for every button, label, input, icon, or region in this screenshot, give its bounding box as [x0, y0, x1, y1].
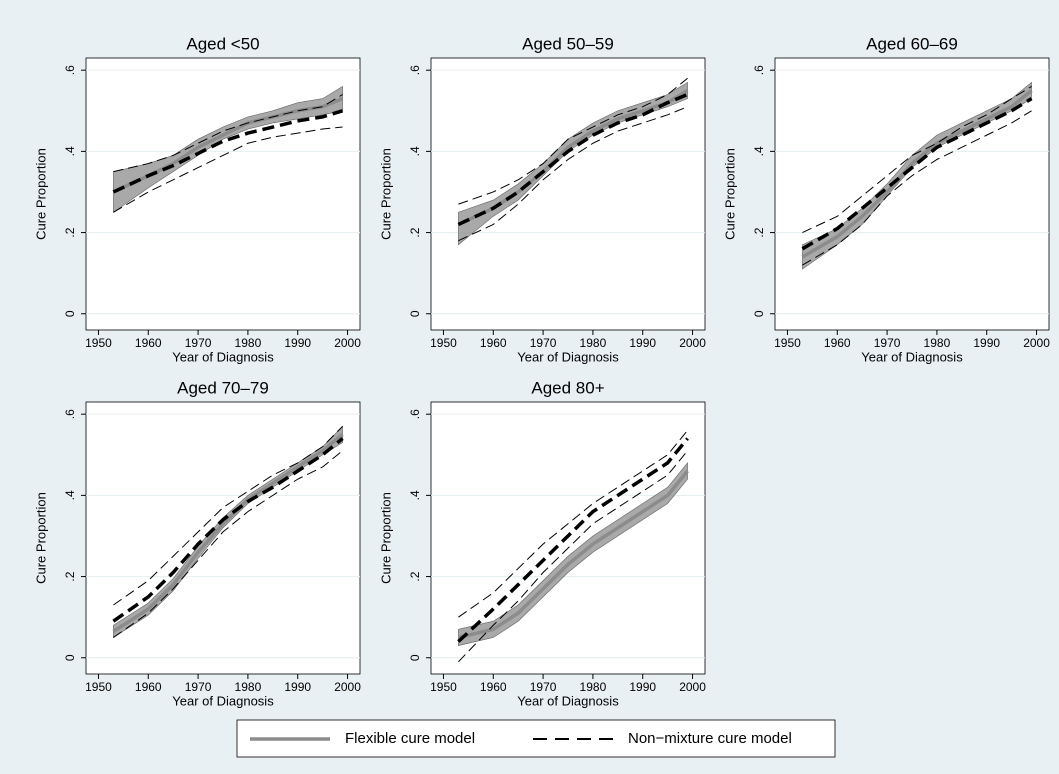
x-tick-label: 1950: [85, 680, 112, 694]
x-tick-label: 2000: [334, 680, 361, 694]
x-tick-label: 1970: [874, 336, 901, 350]
panel-title: Aged 70–79: [177, 378, 269, 397]
y-tick-label: 0: [63, 654, 77, 661]
y-tick-label: .6: [408, 65, 422, 75]
x-axis-label: Year of Diagnosis: [517, 349, 619, 364]
line: [801, 97, 1033, 251]
y-tick-label: .6: [408, 409, 422, 419]
x-tick-label: 1970: [185, 336, 212, 350]
y-tick-label: 0: [408, 310, 422, 317]
line: [457, 88, 689, 227]
x-tick-label: 1960: [135, 336, 162, 350]
y-tick-label: 0: [408, 654, 422, 661]
y-tick-label: .4: [63, 146, 77, 156]
y-tick-label: .6: [752, 65, 766, 75]
line: [457, 437, 689, 643]
y-tick-label: .2: [63, 227, 77, 237]
panel-title: Aged 50–59: [522, 34, 614, 53]
panel-title: Aged 80+: [531, 378, 604, 397]
y-tick-label: .4: [63, 490, 77, 500]
x-tick-label: 1960: [135, 680, 162, 694]
panel-title: Aged <50: [186, 34, 259, 53]
confidence-bound: [802, 110, 1032, 266]
x-tick-label: 1980: [924, 336, 951, 350]
x-tick-label: 2000: [679, 680, 706, 694]
y-tick-label: .6: [63, 409, 77, 419]
x-axis-label: Year of Diagnosis: [172, 349, 274, 364]
confidence-bound: [458, 106, 688, 242]
y-axis-label: Cure Proportion: [33, 148, 48, 240]
y-tick-label: .4: [408, 490, 422, 500]
x-tick-label: 1980: [580, 680, 607, 694]
x-tick-label: 1980: [235, 680, 262, 694]
y-axis-label: Cure Proportion: [378, 492, 393, 584]
y-tick-label: .6: [63, 65, 77, 75]
confidence-bound: [458, 77, 688, 205]
plot-area: [774, 57, 1050, 331]
confidence-bound: [113, 426, 343, 606]
line: [801, 89, 1033, 259]
confidence-band: [458, 462, 688, 646]
x-axis-label: Year of Diagnosis: [172, 693, 274, 708]
y-axis-label: Cure Proportion: [378, 148, 393, 240]
legend-label: Non−mixture cure model: [628, 730, 792, 747]
legend-label: Flexible cure model: [345, 730, 475, 747]
x-tick-label: 2000: [679, 336, 706, 350]
y-tick-label: 0: [63, 310, 77, 317]
y-tick-label: .2: [408, 571, 422, 581]
x-tick-label: 1950: [430, 680, 457, 694]
line: [457, 92, 689, 227]
panel-title: Aged 60–69: [866, 34, 958, 53]
x-tick-label: 1950: [430, 336, 457, 350]
line: [112, 109, 344, 194]
x-tick-label: 1980: [235, 336, 262, 350]
confidence-bound: [113, 126, 343, 213]
y-tick-label: 0: [752, 310, 766, 317]
y-tick-label: .2: [408, 227, 422, 237]
confidence-bound: [458, 450, 688, 663]
x-tick-label: 1950: [85, 336, 112, 350]
x-tick-label: 1990: [629, 336, 656, 350]
y-tick-label: .2: [752, 227, 766, 237]
x-tick-label: 1990: [973, 336, 1000, 350]
x-tick-label: 2000: [1023, 336, 1050, 350]
confidence-bound: [802, 85, 1032, 234]
x-tick-label: 1990: [629, 680, 656, 694]
confidence-bound: [113, 450, 343, 638]
x-tick-label: 2000: [334, 336, 361, 350]
y-tick-label: .2: [63, 571, 77, 581]
line: [458, 469, 689, 640]
x-tick-label: 1990: [284, 336, 311, 350]
x-tick-label: 1960: [824, 336, 851, 350]
confidence-bound: [113, 94, 343, 173]
line: [112, 437, 344, 623]
x-tick-label: 1970: [530, 336, 557, 350]
x-tick-label: 1970: [530, 680, 557, 694]
y-tick-label: .4: [408, 146, 422, 156]
plot-area: [85, 401, 361, 675]
x-tick-label: 1980: [580, 336, 607, 350]
y-tick-label: .4: [752, 146, 766, 156]
line: [112, 96, 344, 194]
y-axis-label: Cure Proportion: [722, 148, 737, 240]
x-tick-label: 1960: [480, 680, 507, 694]
x-tick-label: 1960: [480, 336, 507, 350]
x-axis-label: Year of Diagnosis: [517, 693, 619, 708]
y-axis-label: Cure Proportion: [33, 492, 48, 584]
x-tick-label: 1950: [774, 336, 801, 350]
x-axis-label: Year of Diagnosis: [861, 349, 963, 364]
x-tick-label: 1990: [284, 680, 311, 694]
x-tick-label: 1970: [185, 680, 212, 694]
